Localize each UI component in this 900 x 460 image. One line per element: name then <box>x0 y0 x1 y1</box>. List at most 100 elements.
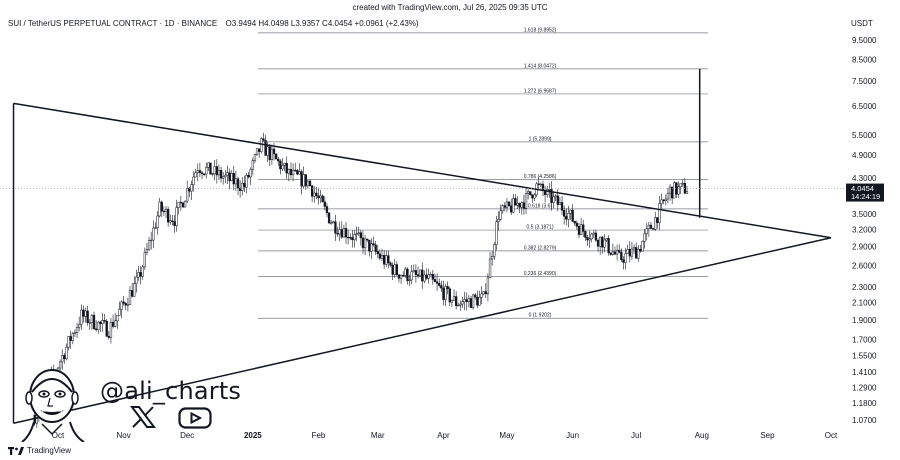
candle <box>366 238 369 243</box>
candle <box>380 248 384 261</box>
symbol-title[interactable]: SUI / TetherUS PERPETUAL CONTRACT · 1D ·… <box>8 19 218 28</box>
candle <box>219 166 223 183</box>
candle <box>315 187 318 200</box>
candle <box>241 177 244 196</box>
candle <box>160 200 163 217</box>
price-tick-12: 2.1000 <box>852 299 877 308</box>
candle <box>338 221 341 242</box>
triangle-drawing[interactable] <box>12 68 832 425</box>
candle <box>175 199 178 232</box>
candle <box>435 273 439 291</box>
candle <box>446 281 449 295</box>
candle <box>647 221 651 237</box>
candle <box>569 209 572 220</box>
price-axis[interactable]: 9.5000 8.5000 7.5000 6.5000 5.5000 4.9000 4.30… <box>852 36 877 425</box>
time-tick-0: Oct <box>52 431 65 440</box>
currency-label[interactable]: USDT <box>851 19 873 28</box>
footer-brand[interactable]: TradingView <box>8 446 71 455</box>
candle <box>575 220 579 230</box>
close-value: C4.0454 <box>322 19 353 28</box>
candle <box>226 165 229 184</box>
candle <box>391 262 394 281</box>
candle <box>615 244 619 261</box>
candle <box>658 196 661 230</box>
watermark-handle: @ali_charts <box>100 377 242 405</box>
candle <box>137 265 140 281</box>
candle <box>469 295 473 308</box>
candle <box>632 244 636 254</box>
candle <box>649 221 653 229</box>
price-tick-16: 1.4100 <box>852 368 877 377</box>
candle <box>332 220 335 224</box>
candle <box>454 291 458 310</box>
candle <box>294 162 297 173</box>
candle <box>588 230 591 248</box>
fib-levels: 1.618 (9.8952) 1.414 (8.0472) 1.272 (6.968… <box>258 27 708 319</box>
candle <box>554 194 557 202</box>
triangle-upper-line[interactable] <box>13 102 832 239</box>
candle <box>429 271 432 276</box>
fib-label-4: 0.786 (4.2586) <box>524 174 557 180</box>
candle <box>340 221 343 239</box>
time-tick-5: Mar <box>371 431 385 440</box>
time-tick-11: Sep <box>760 431 775 440</box>
candle <box>194 169 197 178</box>
candle <box>205 162 208 179</box>
candle <box>90 314 94 330</box>
candle <box>372 236 375 247</box>
price-tick-5: 4.9000 <box>852 151 877 160</box>
time-axis[interactable]: Oct Nov Dec 2025 Feb Mar Apr May Jun Jul Aug Sep Oct <box>52 431 838 440</box>
candle <box>186 180 189 203</box>
candle <box>298 163 301 175</box>
candle <box>202 173 206 177</box>
avatar-icon <box>20 362 90 443</box>
candle <box>63 353 66 364</box>
candle <box>641 240 644 252</box>
triangle-lower-line[interactable] <box>13 236 832 425</box>
price-tick-1: 8.5000 <box>852 55 877 64</box>
candle <box>126 297 130 312</box>
candle <box>308 179 312 187</box>
candle <box>450 299 454 308</box>
candle <box>533 193 536 202</box>
candle <box>232 165 235 191</box>
created-with-text: created with TradingView.com, Jul 26, 20… <box>352 3 548 12</box>
candle <box>353 230 356 248</box>
candle <box>234 170 238 191</box>
candle <box>550 181 553 211</box>
candle <box>334 214 337 242</box>
candle <box>410 265 413 285</box>
candle <box>65 343 68 361</box>
candle <box>662 199 665 204</box>
candle <box>211 172 214 177</box>
candle <box>139 266 142 285</box>
candle <box>457 302 460 307</box>
candle <box>319 189 322 204</box>
candle <box>196 163 199 182</box>
candle <box>270 144 274 165</box>
price-tick-2: 7.5000 <box>852 77 877 86</box>
candle <box>546 185 549 198</box>
candle <box>135 269 138 293</box>
candle <box>666 187 670 204</box>
candle <box>495 215 498 251</box>
candle <box>467 294 471 308</box>
candle <box>444 283 447 307</box>
candle <box>84 307 87 323</box>
candle <box>685 186 689 195</box>
candle <box>262 132 265 142</box>
candle <box>143 247 146 270</box>
price-tick-7: 3.5000 <box>852 210 877 219</box>
candle <box>281 158 284 172</box>
candle <box>249 167 252 185</box>
candle <box>512 193 515 214</box>
candle <box>302 166 305 189</box>
fib-label-8: 0.236 (2.4390) <box>524 271 557 277</box>
candle <box>603 234 606 253</box>
candle <box>484 283 487 299</box>
candle <box>507 201 511 208</box>
candle <box>105 318 108 337</box>
candle <box>253 153 257 164</box>
